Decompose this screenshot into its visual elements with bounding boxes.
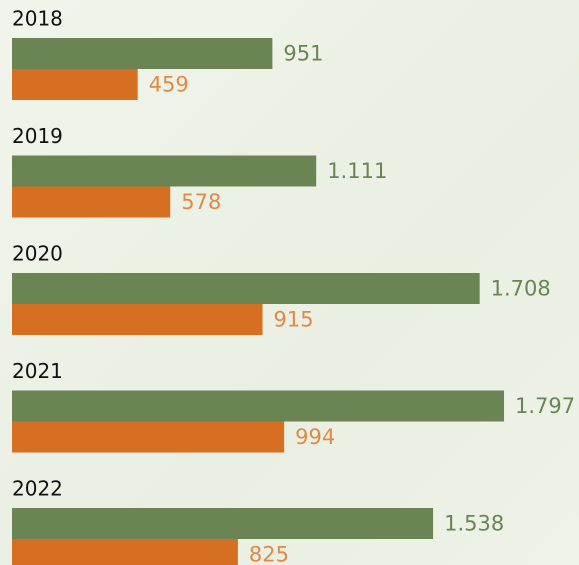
category-label: 2019 — [12, 124, 63, 148]
bar — [12, 69, 138, 100]
bar — [12, 273, 480, 304]
value-label: 1.797 — [515, 394, 575, 418]
bar — [12, 421, 285, 453]
value-label: 951 — [283, 42, 323, 66]
value-label: 825 — [249, 543, 289, 565]
value-label: 994 — [295, 425, 335, 449]
value-label: 1.708 — [491, 277, 551, 301]
bar — [12, 539, 238, 565]
value-label: 459 — [149, 73, 189, 97]
bar — [12, 508, 434, 539]
bar — [12, 38, 273, 69]
value-label: 1.111 — [327, 159, 387, 183]
bar — [12, 304, 263, 335]
bar — [12, 390, 505, 422]
category-label: 2022 — [12, 477, 63, 501]
bar — [12, 155, 317, 187]
value-label: 915 — [274, 308, 314, 332]
category-label: 2018 — [12, 7, 63, 31]
value-label: 1.538 — [444, 512, 504, 536]
bar — [12, 186, 171, 218]
category-label: 2020 — [12, 242, 63, 266]
value-label: 578 — [181, 190, 221, 214]
category-label: 2021 — [12, 359, 63, 383]
